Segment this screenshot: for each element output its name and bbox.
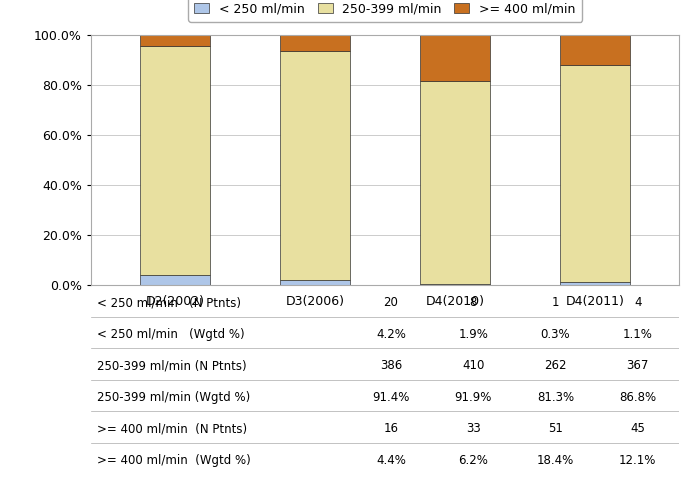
Text: 250-399 ml/min (N Ptnts): 250-399 ml/min (N Ptnts): [97, 359, 246, 372]
Text: >= 400 ml/min  (Wgtd %): >= 400 ml/min (Wgtd %): [97, 454, 251, 466]
Text: 18.4%: 18.4%: [537, 454, 574, 466]
Text: 12.1%: 12.1%: [620, 454, 657, 466]
Text: 33: 33: [466, 422, 481, 435]
Bar: [280, 50, 350, 280]
Bar: [140, 274, 210, 285]
Bar: [140, 35, 210, 46]
Text: 367: 367: [626, 359, 649, 372]
Bar: [280, 280, 350, 285]
Text: 8: 8: [470, 296, 477, 309]
Text: 51: 51: [548, 422, 563, 435]
Text: 20: 20: [384, 296, 398, 309]
Text: 91.4%: 91.4%: [372, 390, 410, 404]
Bar: [560, 35, 630, 66]
Text: 410: 410: [462, 359, 484, 372]
Legend: < 250 ml/min, 250-399 ml/min, >= 400 ml/min: < 250 ml/min, 250-399 ml/min, >= 400 ml/…: [188, 0, 582, 22]
Text: < 250 ml/min   (N Ptnts): < 250 ml/min (N Ptnts): [97, 296, 241, 309]
Text: 4.2%: 4.2%: [376, 328, 406, 340]
Bar: [560, 66, 630, 282]
Text: 1: 1: [552, 296, 559, 309]
Text: >= 400 ml/min  (N Ptnts): >= 400 ml/min (N Ptnts): [97, 422, 247, 435]
Bar: [280, 35, 350, 50]
Text: 91.9%: 91.9%: [454, 390, 492, 404]
Bar: [420, 81, 490, 284]
Text: 45: 45: [631, 422, 645, 435]
Text: 4: 4: [634, 296, 642, 309]
Text: 386: 386: [380, 359, 402, 372]
Text: < 250 ml/min   (Wgtd %): < 250 ml/min (Wgtd %): [97, 328, 244, 340]
Text: 1.1%: 1.1%: [623, 328, 653, 340]
Text: 262: 262: [545, 359, 567, 372]
Text: 1.9%: 1.9%: [458, 328, 488, 340]
Bar: [560, 282, 630, 285]
Bar: [420, 35, 490, 81]
Bar: [140, 46, 210, 274]
Text: 0.3%: 0.3%: [540, 328, 570, 340]
Bar: [420, 284, 490, 285]
Text: 86.8%: 86.8%: [620, 390, 657, 404]
Text: 16: 16: [384, 422, 398, 435]
Text: 81.3%: 81.3%: [537, 390, 574, 404]
Text: 6.2%: 6.2%: [458, 454, 488, 466]
Text: 250-399 ml/min (Wgtd %): 250-399 ml/min (Wgtd %): [97, 390, 250, 404]
Text: 4.4%: 4.4%: [376, 454, 406, 466]
